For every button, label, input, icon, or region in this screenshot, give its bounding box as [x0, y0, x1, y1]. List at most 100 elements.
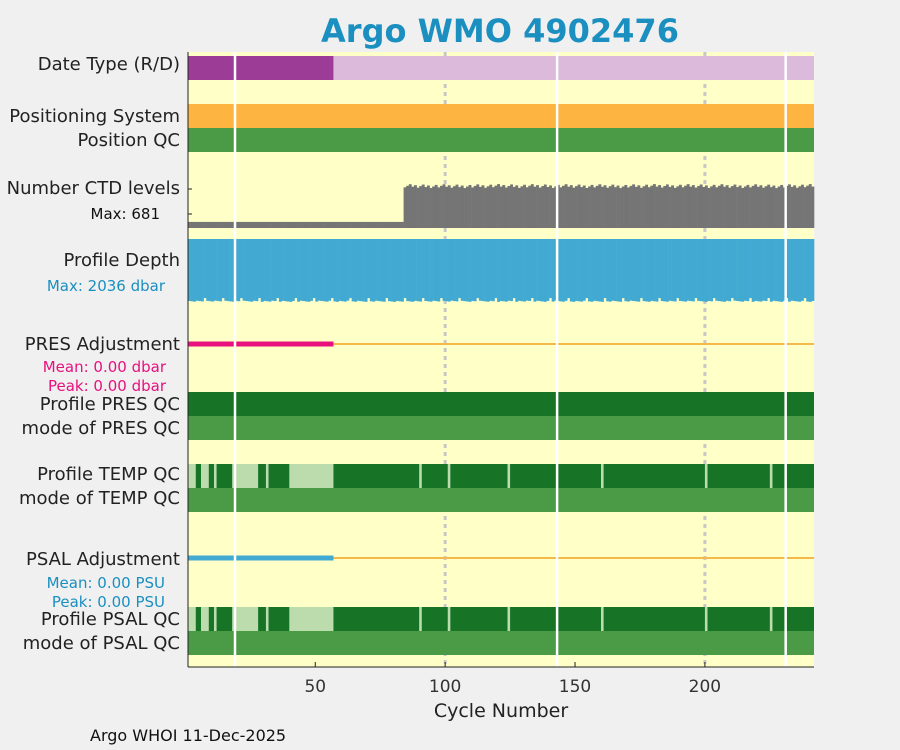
ctd-levels-bar — [294, 221, 298, 228]
profile-depth-bar — [278, 239, 282, 302]
profile-depth-bar — [297, 239, 300, 302]
ctd-levels-bar — [725, 185, 729, 228]
profile-depth-bar — [372, 239, 376, 302]
ctd-levels-bar — [289, 221, 293, 228]
missing-cycle-gap — [233, 52, 237, 667]
profile-depth-bar — [382, 239, 386, 302]
profile-depth-bar — [588, 239, 591, 302]
profile-depth-bar — [780, 239, 784, 302]
profile-depth-bar — [489, 239, 493, 301]
profile-depth-bar — [478, 239, 482, 301]
profile-depth-bar — [704, 239, 708, 302]
ctd-levels-bar — [471, 187, 475, 228]
profile-depth-bar — [580, 239, 584, 302]
ctd-levels-bar — [281, 221, 285, 228]
ctd-levels-bar — [606, 187, 610, 228]
ctd-levels-bar — [793, 185, 797, 228]
profile-depth-bar — [559, 239, 563, 302]
ctd-levels-bar — [691, 185, 695, 228]
profile-psal-qc-light-segment — [289, 607, 334, 631]
ctd-levels-bar — [460, 185, 464, 228]
ctd-levels-bar — [437, 187, 441, 228]
profile-depth-bar — [738, 239, 742, 302]
ctd-levels-bar — [380, 221, 384, 228]
ctd-levels-bar — [699, 184, 703, 228]
profile-depth-bar — [515, 239, 519, 302]
profile-depth-bar — [504, 239, 508, 302]
ctd-levels-bar — [663, 185, 667, 228]
ctd-levels-bar — [645, 184, 649, 228]
ctd-levels-bar — [595, 185, 599, 228]
ctd-levels-bar — [291, 221, 295, 228]
ctd-levels-bar — [588, 186, 591, 228]
ctd-levels-bar — [717, 185, 721, 228]
ctd-levels-bar — [549, 185, 552, 228]
ctd-levels-bar — [650, 185, 654, 228]
profile-depth-bar — [769, 239, 773, 302]
ctd-levels-bar — [624, 184, 628, 228]
ctd-levels-bar — [710, 186, 713, 228]
profile-depth-bar — [380, 239, 384, 302]
profile-depth-bar — [652, 239, 656, 302]
ctd-levels-bar — [232, 221, 236, 228]
ctd-levels-bar — [806, 185, 810, 228]
ctd-levels-bar — [299, 221, 303, 228]
profile-depth-bar — [200, 239, 204, 302]
profile-depth-bar — [268, 239, 272, 302]
profile-depth-bar — [549, 239, 552, 299]
x-tick-label-100: 100 — [429, 677, 461, 697]
profile-depth-bar — [684, 239, 688, 302]
ctd-levels-bar — [452, 186, 456, 228]
profile-depth-bar — [481, 239, 485, 302]
profile-depth-bar — [611, 239, 615, 301]
chart-title: Argo WMO 4902476 — [321, 12, 679, 50]
profile-temp-qc-light-segment — [213, 464, 217, 488]
ctd-levels-bar — [626, 187, 630, 228]
profile-depth-bar — [639, 239, 643, 299]
profile-depth-bar — [369, 239, 373, 302]
profile-depth-bar — [795, 239, 799, 302]
ctd-levels-bar — [377, 221, 381, 228]
profile-depth-bar — [717, 239, 721, 302]
ctd-levels-bar — [751, 185, 755, 228]
ctd-levels-bar — [562, 185, 565, 228]
profile-depth-bar — [551, 239, 555, 302]
profile-depth-bar — [808, 239, 812, 302]
ctd-levels-bar — [658, 185, 662, 228]
profile-depth-bar — [434, 239, 438, 302]
ctd-levels-bar — [569, 185, 573, 228]
profile-depth-bar — [723, 239, 726, 302]
ctd-levels-bar — [736, 187, 739, 228]
profile-depth-bar — [585, 239, 589, 299]
profile-depth-bar — [520, 239, 524, 302]
ctd-levels-bar — [634, 186, 638, 228]
profile-depth-bar — [406, 239, 410, 302]
profile-depth-bar — [593, 239, 597, 301]
profile-depth-bar — [284, 239, 288, 302]
ctd-levels-bar — [733, 184, 737, 228]
ctd-levels-bar — [221, 221, 225, 228]
ctd-levels-bar — [694, 187, 698, 228]
profile-depth-bar — [458, 239, 462, 299]
ctd-levels-bar — [811, 186, 815, 228]
profile-depth-bar — [743, 239, 747, 301]
ctd-levels-bar — [528, 185, 532, 228]
ctd-levels-bar — [702, 186, 706, 228]
ctd-levels-bar — [533, 186, 537, 228]
ctd-levels-bar — [780, 184, 784, 228]
profile-depth-bar — [421, 239, 425, 299]
profile-depth-bar — [616, 239, 620, 302]
profile-depth-bar — [788, 239, 791, 302]
ctd-levels-bar — [268, 221, 272, 228]
profile-depth-bar — [730, 239, 734, 299]
ctd-levels-bar — [655, 186, 659, 228]
profile-depth-bar — [224, 239, 228, 301]
ctd-levels-bar — [543, 184, 547, 228]
x-tick-label-150: 150 — [559, 677, 591, 697]
row-label: Number CTD levels — [7, 178, 180, 199]
ctd-levels-bar — [302, 221, 306, 228]
ctd-levels-bar — [458, 187, 462, 228]
ctd-levels-bar — [463, 188, 467, 228]
row-sublabel: Mean: 0.00 PSU — [47, 574, 165, 592]
profile-depth-bar — [541, 239, 545, 302]
